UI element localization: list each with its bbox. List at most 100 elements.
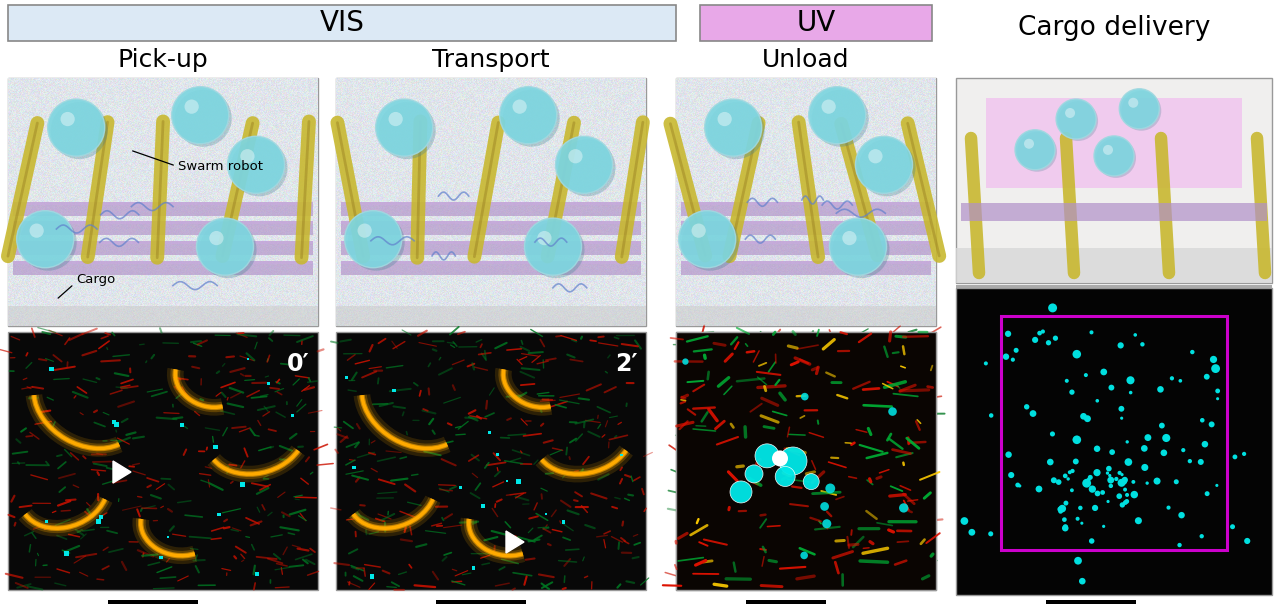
Circle shape xyxy=(241,149,255,163)
Bar xyxy=(545,513,547,515)
Circle shape xyxy=(1102,525,1105,528)
Circle shape xyxy=(868,149,883,163)
Circle shape xyxy=(1215,484,1219,487)
Circle shape xyxy=(348,214,404,271)
Circle shape xyxy=(230,139,288,196)
Circle shape xyxy=(499,87,557,144)
Circle shape xyxy=(1106,466,1112,472)
Circle shape xyxy=(1093,469,1101,476)
Circle shape xyxy=(1066,477,1070,481)
Bar xyxy=(495,453,499,456)
Circle shape xyxy=(1211,364,1220,373)
Circle shape xyxy=(1161,450,1167,456)
Circle shape xyxy=(1146,481,1149,485)
Bar xyxy=(13,241,314,255)
Text: VIS: VIS xyxy=(320,9,365,37)
Circle shape xyxy=(859,139,915,196)
Bar xyxy=(8,306,317,326)
Circle shape xyxy=(801,393,809,400)
Circle shape xyxy=(568,149,582,163)
Circle shape xyxy=(1144,434,1151,441)
Bar xyxy=(340,261,641,275)
Circle shape xyxy=(780,447,806,475)
Bar xyxy=(961,203,1267,221)
Circle shape xyxy=(19,214,77,271)
Circle shape xyxy=(1024,404,1029,409)
Circle shape xyxy=(1053,336,1059,341)
Bar xyxy=(488,431,490,434)
Circle shape xyxy=(1059,509,1062,514)
Circle shape xyxy=(1202,441,1208,448)
Circle shape xyxy=(1117,479,1125,487)
Bar xyxy=(956,285,1272,288)
Circle shape xyxy=(1210,356,1217,363)
Circle shape xyxy=(1120,478,1128,485)
Circle shape xyxy=(1094,490,1101,497)
Circle shape xyxy=(1108,474,1111,477)
Bar xyxy=(255,572,260,576)
Circle shape xyxy=(1084,415,1091,422)
Circle shape xyxy=(984,361,988,365)
Circle shape xyxy=(51,102,108,159)
Circle shape xyxy=(1198,459,1203,465)
Circle shape xyxy=(1048,303,1057,312)
Bar xyxy=(291,414,294,417)
Circle shape xyxy=(1123,487,1126,492)
Bar xyxy=(340,202,641,216)
Circle shape xyxy=(1059,504,1066,512)
Circle shape xyxy=(1051,477,1057,483)
Circle shape xyxy=(1014,348,1019,353)
Bar xyxy=(805,527,809,531)
Circle shape xyxy=(1075,517,1079,521)
Bar xyxy=(895,570,899,573)
Circle shape xyxy=(1120,473,1124,476)
Bar xyxy=(746,600,826,604)
Circle shape xyxy=(558,139,616,196)
Text: Transport: Transport xyxy=(433,48,550,72)
Circle shape xyxy=(1070,469,1075,473)
Circle shape xyxy=(1110,449,1115,455)
Bar xyxy=(108,600,198,604)
Circle shape xyxy=(389,112,403,126)
Circle shape xyxy=(776,467,795,487)
Circle shape xyxy=(1130,491,1138,498)
Bar xyxy=(344,376,348,379)
Circle shape xyxy=(1073,459,1079,464)
Circle shape xyxy=(1216,397,1219,400)
Bar xyxy=(13,202,314,205)
Circle shape xyxy=(1015,130,1055,170)
Circle shape xyxy=(826,484,835,493)
Circle shape xyxy=(730,481,753,503)
Circle shape xyxy=(1046,340,1051,345)
Bar xyxy=(681,261,931,275)
Bar xyxy=(340,221,641,235)
Circle shape xyxy=(344,210,402,268)
Circle shape xyxy=(1047,459,1053,465)
Circle shape xyxy=(1103,145,1114,155)
Circle shape xyxy=(1062,473,1068,478)
Circle shape xyxy=(1078,506,1083,510)
Circle shape xyxy=(1128,98,1138,108)
Circle shape xyxy=(379,102,435,159)
Circle shape xyxy=(47,99,105,156)
Circle shape xyxy=(1094,445,1101,452)
Circle shape xyxy=(1065,379,1069,383)
Circle shape xyxy=(1094,136,1134,176)
Circle shape xyxy=(1233,454,1238,459)
Circle shape xyxy=(809,87,865,144)
FancyArrow shape xyxy=(506,531,524,553)
Circle shape xyxy=(1199,418,1204,423)
Bar xyxy=(458,486,462,489)
Bar xyxy=(340,241,641,244)
Circle shape xyxy=(1108,385,1115,390)
Bar xyxy=(241,482,244,487)
Bar xyxy=(681,202,931,216)
Circle shape xyxy=(1140,342,1144,346)
Circle shape xyxy=(1015,483,1020,487)
Circle shape xyxy=(888,407,897,416)
Text: Swarm robot: Swarm robot xyxy=(178,159,262,173)
Circle shape xyxy=(1114,477,1119,481)
Bar xyxy=(13,261,314,264)
Bar xyxy=(340,241,641,255)
Circle shape xyxy=(1121,477,1128,483)
